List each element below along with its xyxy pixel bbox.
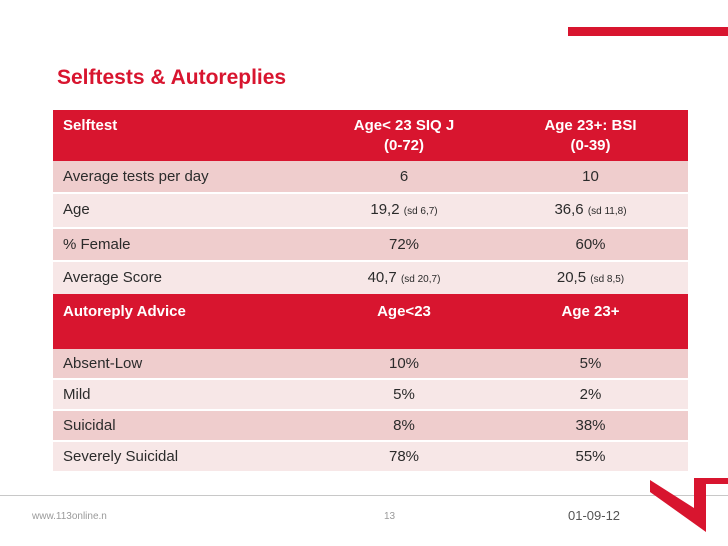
- sd-value: (sd 20,7): [400, 274, 441, 285]
- table-header-row: Autoreply Advice Age<23 Age 23+: [53, 294, 688, 349]
- value: 36,6: [554, 201, 584, 218]
- row-label: Mild: [53, 379, 315, 411]
- row-label: % Female: [53, 228, 315, 262]
- row-value-under-23: 10%: [315, 349, 493, 380]
- row-value-23-plus: 38%: [493, 410, 688, 442]
- row-value-under-23: 8%: [315, 410, 493, 442]
- value: 40,7: [367, 269, 397, 286]
- row-value-23-plus: 36,6 (sd 11,8): [493, 193, 688, 229]
- footer-date: 01-09-12: [568, 508, 621, 523]
- row-label: Suicidal: [53, 410, 315, 442]
- page-title: Selftests & Autoreplies: [57, 66, 287, 89]
- value: 6: [399, 168, 409, 185]
- table-header-row: Selftest Age< 23 SIQ J (0-72) Age 23+: B…: [53, 110, 688, 161]
- row-value-under-23: 6: [315, 161, 493, 194]
- header-age-23-plus-line1: Age 23+: BSI: [544, 117, 637, 134]
- table-row: Severely Suicidal 78% 55%: [53, 441, 688, 471]
- row-label: Absent-Low: [53, 349, 315, 380]
- sd-value: (sd 8,5): [590, 274, 625, 285]
- header-autoreply-advice: Autoreply Advice: [53, 294, 315, 349]
- sd-value: (sd 11,8): [587, 206, 627, 217]
- header-age-under-23-line1: Age< 23 SIQ J: [353, 117, 455, 134]
- row-label: Average tests per day: [53, 161, 315, 194]
- row-label: Average Score: [53, 261, 315, 295]
- value: 10: [582, 168, 599, 185]
- table-row: Age 19,2 (sd 6,7) 36,6 (sd 11,8): [53, 193, 688, 229]
- autoreply-table: Autoreply Advice Age<23 Age 23+ Absent-L…: [53, 294, 688, 471]
- header-age-23-plus-line2: (0-39): [570, 137, 611, 154]
- header-age-under-23-line2: (0-72): [383, 137, 424, 154]
- table-row: Suicidal 8% 38%: [53, 410, 688, 442]
- row-label: Severely Suicidal: [53, 441, 315, 471]
- row-value-23-plus: 5%: [493, 349, 688, 380]
- table-row: Absent-Low 10% 5%: [53, 349, 688, 380]
- brand-logo-icon: [650, 478, 728, 532]
- value: 60%: [575, 236, 606, 253]
- header-age-23-plus: Age 23+: [493, 294, 688, 349]
- header-selftest: Selftest: [53, 110, 315, 161]
- row-value-under-23: 40,7 (sd 20,7): [315, 261, 493, 295]
- header-age-under-23: Age<23: [315, 294, 493, 349]
- row-value-under-23: 19,2 (sd 6,7): [315, 193, 493, 229]
- row-value-23-plus: 2%: [493, 379, 688, 411]
- row-value-23-plus: 20,5 (sd 8,5): [493, 261, 688, 295]
- footer-website: www.113online.n: [32, 511, 107, 522]
- header-age-23-plus: Age 23+: BSI (0-39): [493, 110, 688, 161]
- row-value-23-plus: 55%: [493, 441, 688, 471]
- row-value-under-23: 72%: [315, 228, 493, 262]
- top-accent-bar: [568, 27, 728, 36]
- row-value-under-23: 78%: [315, 441, 493, 471]
- value: 19,2: [370, 201, 400, 218]
- table-row: Average tests per day 6 10: [53, 161, 688, 194]
- row-value-under-23: 5%: [315, 379, 493, 411]
- page-number: 13: [384, 511, 396, 522]
- sd-value: (sd 6,7): [403, 206, 438, 217]
- value: 72%: [388, 236, 420, 253]
- header-age-under-23: Age< 23 SIQ J (0-72): [315, 110, 493, 161]
- row-label: Age: [53, 193, 315, 229]
- table-row: Mild 5% 2%: [53, 379, 688, 411]
- selftest-table: Selftest Age< 23 SIQ J (0-72) Age 23+: B…: [53, 110, 688, 295]
- row-value-23-plus: 10: [493, 161, 688, 194]
- table-row: Average Score 40,7 (sd 20,7) 20,5 (sd 8,…: [53, 261, 688, 295]
- value: 20,5: [556, 269, 587, 286]
- table-row: % Female 72% 60%: [53, 228, 688, 262]
- row-value-23-plus: 60%: [493, 228, 688, 262]
- footer-divider: [0, 495, 728, 496]
